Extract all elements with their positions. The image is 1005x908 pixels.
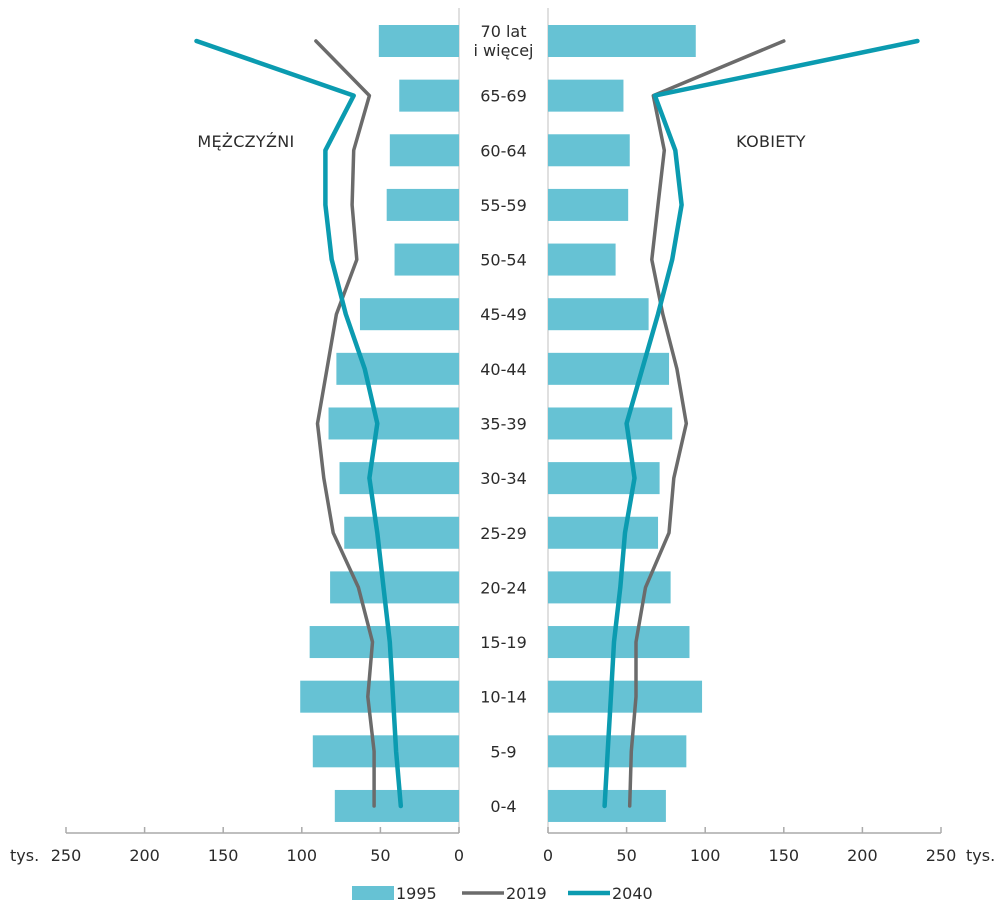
bar-female-1995-4 (548, 243, 616, 276)
legend-label-2019: 2019 (506, 884, 547, 903)
bar-female-1995-3 (548, 188, 629, 221)
age-label-10: 20-24 (480, 578, 527, 597)
age-label-7: 35-39 (480, 414, 527, 433)
age-label-4: 50-54 (480, 251, 527, 270)
bar-male-1995-12 (300, 680, 459, 713)
line-male-2040 (194, 38, 404, 809)
x-tick-label-female-2: 100 (690, 846, 721, 865)
legend-label-2040: 2040 (612, 884, 653, 903)
legend: 1995 2019 2040 (352, 884, 653, 903)
age-label-11: 15-19 (480, 633, 527, 652)
x-tick-label-female-5: 250 (926, 846, 957, 865)
age-label-5: 45-49 (480, 305, 527, 324)
bar-female-1995-2 (548, 134, 630, 167)
x-axes: 250 200 150 100 50 0 0 50 100 150 200 250 (51, 827, 957, 865)
bar-male-1995-14 (334, 789, 459, 822)
line-female-2040 (602, 38, 920, 809)
bar-male-1995-5 (359, 298, 459, 331)
age-label-0-line-0: 70 lat (481, 22, 527, 41)
females-label: KOBIETY (736, 132, 806, 151)
age-label-1: 65-69 (480, 87, 527, 106)
bar-male-1995-7 (328, 407, 459, 440)
bar-female-1995-13 (548, 735, 687, 768)
trend-lines (194, 38, 920, 809)
x-tick-label-female-3: 150 (769, 846, 800, 865)
x-tick-label-male-1: 200 (129, 846, 160, 865)
bar-female-1995-1 (548, 79, 624, 112)
bar-male-1995-1 (399, 79, 459, 112)
age-label-8: 30-34 (480, 469, 527, 488)
line-female-2019 (627, 39, 786, 808)
age-label-3: 55-59 (480, 196, 527, 215)
bar-male-1995-9 (344, 516, 459, 549)
bar-female-1995-5 (548, 298, 649, 331)
age-label-2: 60-64 (480, 141, 527, 160)
legend-swatch-1995 (352, 886, 394, 900)
age-label-14: 0-4 (490, 797, 516, 816)
bar-male-1995-13 (312, 735, 459, 768)
x-tick-label-female-4: 200 (847, 846, 878, 865)
x-tick-label-male-5: 0 (454, 846, 464, 865)
bar-male-1995-8 (339, 462, 459, 495)
age-label-6: 40-44 (480, 360, 527, 379)
x-tick-label-male-2: 150 (208, 846, 239, 865)
bar-male-1995-0 (378, 25, 459, 57)
unit-label-right: tys. (966, 846, 995, 865)
bar-female-1995-7 (548, 407, 673, 440)
x-tick-label-female-1: 50 (616, 846, 636, 865)
x-tick-label-male-0: 250 (51, 846, 82, 865)
bars-1995 (300, 25, 703, 822)
age-label-9: 25-29 (480, 524, 527, 543)
bar-male-1995-2 (389, 134, 459, 167)
bar-male-1995-3 (386, 188, 459, 221)
x-tick-label-female-0: 0 (543, 846, 553, 865)
males-label: MĘŻCZYŹNI (197, 132, 294, 151)
age-label-0-line-1: i więcej (474, 41, 534, 60)
x-tick-label-male-4: 50 (370, 846, 390, 865)
unit-label-left: tys. (10, 846, 39, 865)
bar-female-1995-8 (548, 462, 660, 495)
x-tick-label-male-3: 100 (287, 846, 318, 865)
line-male-2019 (314, 39, 376, 808)
bar-female-1995-12 (548, 680, 703, 713)
bar-female-1995-11 (548, 626, 690, 659)
legend-label-1995: 1995 (396, 884, 437, 903)
bar-male-1995-4 (394, 243, 459, 276)
age-label-13: 5-9 (490, 742, 516, 761)
age-label-12: 10-14 (480, 688, 527, 707)
bar-female-1995-6 (548, 352, 670, 385)
bar-female-1995-9 (548, 516, 659, 549)
bar-male-1995-6 (336, 352, 459, 385)
bar-male-1995-11 (309, 626, 459, 659)
bar-female-1995-0 (548, 25, 696, 57)
bar-male-1995-10 (330, 571, 459, 604)
